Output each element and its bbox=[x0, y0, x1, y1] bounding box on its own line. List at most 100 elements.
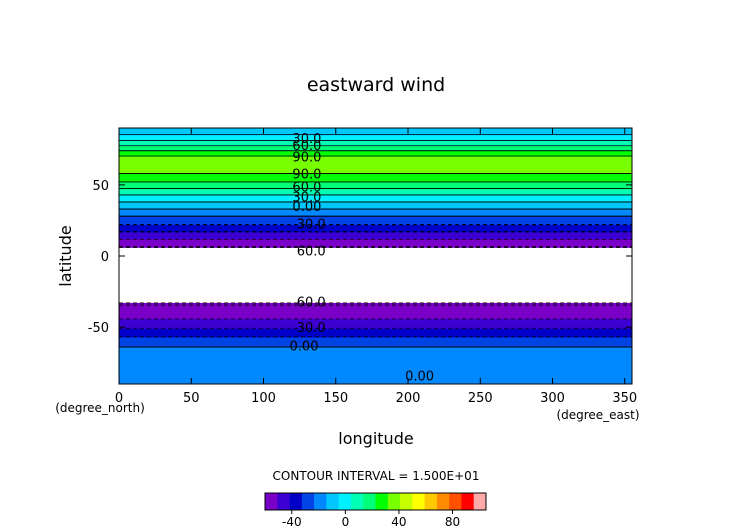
field-band bbox=[119, 180, 632, 183]
field-band bbox=[119, 172, 632, 174]
field-band bbox=[119, 341, 632, 344]
field-band bbox=[119, 197, 632, 200]
field-band bbox=[119, 308, 632, 311]
field-band bbox=[119, 211, 632, 214]
x-tick-label: 0 bbox=[115, 391, 123, 406]
field-band bbox=[119, 311, 632, 314]
field-band bbox=[119, 339, 632, 342]
field-band bbox=[119, 194, 632, 197]
field-band bbox=[119, 162, 632, 164]
field-band bbox=[119, 167, 632, 170]
contour-label: 30.0 bbox=[292, 190, 321, 205]
field-band bbox=[119, 320, 632, 322]
field-band bbox=[119, 334, 632, 337]
field-band bbox=[119, 372, 632, 375]
field-band bbox=[119, 210, 632, 213]
colorbar: -40 0 40 80 bbox=[264, 492, 487, 529]
field-band bbox=[119, 221, 632, 224]
field-band bbox=[119, 173, 632, 176]
field-band bbox=[119, 358, 632, 361]
field-band bbox=[119, 209, 632, 211]
field-band bbox=[119, 305, 632, 308]
field-band bbox=[119, 374, 632, 376]
colorbar-swatch bbox=[277, 493, 290, 510]
x-tick-label: 100 bbox=[251, 391, 276, 406]
field-band bbox=[119, 203, 632, 206]
y-tick-label: -50 bbox=[88, 321, 109, 336]
colorbar-swatch bbox=[412, 493, 425, 510]
field-band bbox=[119, 174, 632, 177]
field-band bbox=[119, 331, 632, 334]
field-band bbox=[119, 338, 632, 341]
field-band bbox=[119, 352, 632, 355]
field-band bbox=[119, 170, 632, 173]
field-band bbox=[119, 135, 632, 137]
field-band bbox=[119, 246, 632, 248]
colorbar-swatch bbox=[289, 493, 303, 510]
field-band bbox=[119, 179, 632, 182]
colorbar-swatch bbox=[424, 493, 438, 510]
field-band bbox=[119, 318, 632, 321]
field-band bbox=[119, 381, 632, 383]
field-band bbox=[119, 359, 632, 362]
field-band bbox=[119, 177, 632, 180]
field-band bbox=[119, 128, 632, 130]
colorbar-swatch bbox=[265, 493, 278, 510]
field-band bbox=[119, 375, 632, 378]
field-band bbox=[119, 219, 632, 221]
field-band bbox=[119, 237, 632, 240]
colorbar-tick-label: 0 bbox=[342, 515, 350, 529]
field-band bbox=[119, 166, 632, 169]
field-band bbox=[119, 349, 632, 352]
field-band bbox=[119, 314, 632, 317]
field-band bbox=[119, 366, 632, 369]
field-band bbox=[119, 234, 632, 237]
field-band bbox=[119, 140, 632, 143]
field-band bbox=[119, 315, 632, 318]
field-band bbox=[119, 382, 632, 385]
colorbar-tick-label: -40 bbox=[282, 515, 302, 529]
contour-label: 0.00 bbox=[292, 200, 321, 215]
colorbar-tick-label: 80 bbox=[445, 515, 460, 529]
colorbar-swatch bbox=[436, 493, 450, 510]
field-band bbox=[119, 244, 632, 247]
x-axis-label: longitude bbox=[338, 429, 413, 448]
field-band bbox=[119, 302, 632, 305]
colorbar-swatch bbox=[301, 493, 315, 510]
contour-label: 90.0 bbox=[292, 150, 321, 165]
colorbar-swatch bbox=[461, 493, 475, 510]
field-band bbox=[119, 378, 632, 381]
colorbar-swatch bbox=[326, 493, 339, 510]
contour-label: 30.0 bbox=[297, 217, 326, 232]
field-band bbox=[119, 160, 632, 163]
field-band bbox=[119, 214, 632, 217]
colorbar-swatch bbox=[314, 493, 327, 510]
field-band bbox=[119, 150, 632, 153]
field-band bbox=[119, 351, 632, 354]
field-band bbox=[119, 307, 632, 310]
field-band bbox=[119, 227, 632, 230]
field-band bbox=[119, 204, 632, 207]
field-band bbox=[119, 136, 632, 139]
field-band bbox=[119, 217, 632, 220]
field-band bbox=[119, 345, 632, 348]
x-axis: 0 50 100 150 200 250 300 350 bbox=[115, 128, 637, 406]
field-band bbox=[119, 344, 632, 346]
x-tick-label: 150 bbox=[323, 391, 348, 406]
field-band bbox=[119, 233, 632, 236]
y-unit-label: (degree_north) bbox=[55, 401, 145, 415]
field-band bbox=[119, 379, 632, 382]
field-band bbox=[119, 143, 632, 146]
contour-label: 60.0 bbox=[297, 296, 326, 311]
field-band bbox=[119, 156, 632, 159]
x-tick-label: 300 bbox=[540, 391, 565, 406]
contour-label: 90.0 bbox=[292, 168, 321, 183]
field-band bbox=[119, 342, 632, 345]
field-band bbox=[119, 312, 632, 315]
field-band bbox=[119, 365, 632, 368]
field-band bbox=[119, 356, 632, 359]
contour-label: 0.00 bbox=[290, 340, 319, 355]
field-band bbox=[119, 129, 632, 132]
field-band bbox=[119, 230, 632, 233]
field-band bbox=[119, 224, 632, 227]
